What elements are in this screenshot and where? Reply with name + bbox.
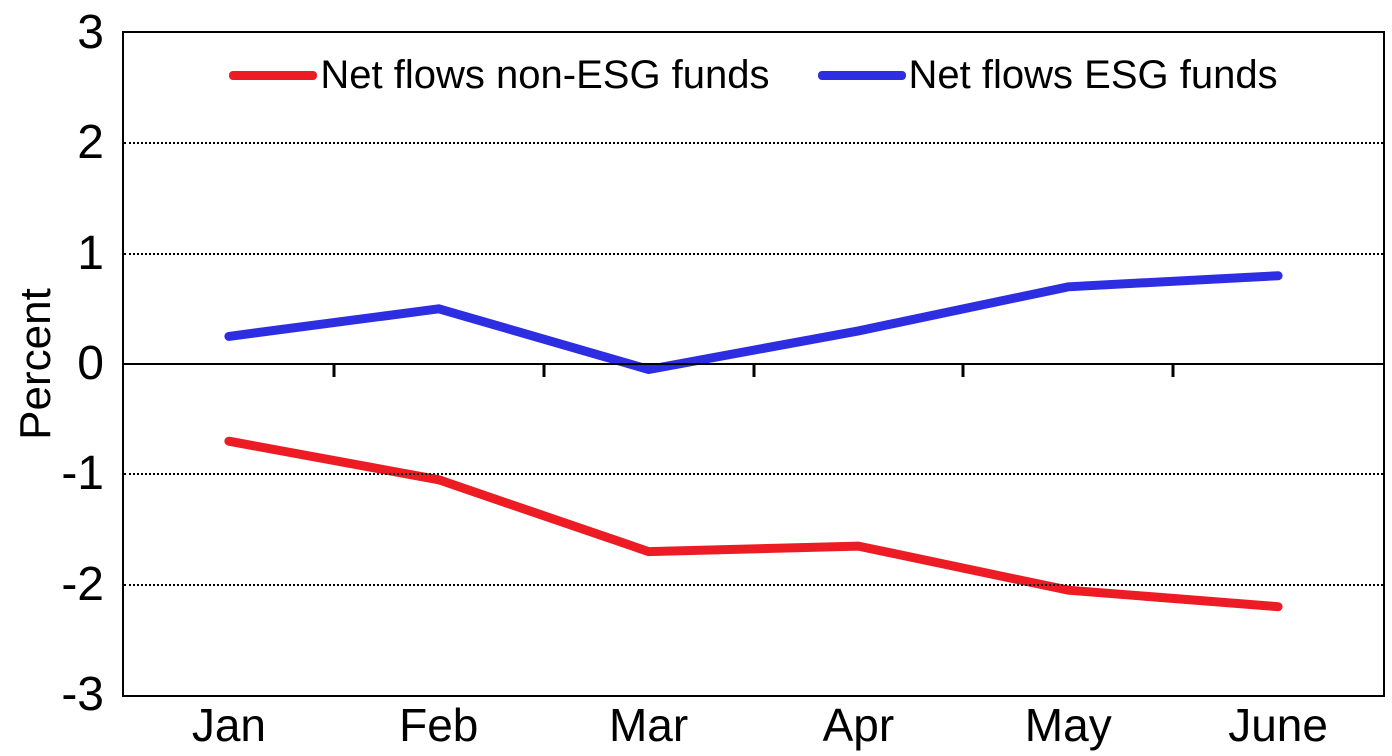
gridline xyxy=(124,583,1383,586)
series-line-1 xyxy=(224,271,1283,375)
legend-line-swatch xyxy=(229,70,318,80)
gridline xyxy=(124,252,1383,255)
x-tick-label: June xyxy=(1228,699,1328,751)
y-axis-tick-labels: 3 2 1 0 -1 -2 -3 xyxy=(0,9,104,719)
x-tick-label: Feb xyxy=(399,699,479,751)
y-tick-label: 1 xyxy=(77,226,104,280)
legend-label: Net flows ESG funds xyxy=(908,53,1278,97)
x-tick-label: Mar xyxy=(608,699,689,751)
x-axis-tick xyxy=(752,364,755,377)
y-tick-label: 2 xyxy=(77,116,104,170)
legend-line-swatch xyxy=(817,70,906,80)
x-tick-label: May xyxy=(1024,699,1112,751)
x-axis-tick xyxy=(542,364,546,377)
gridline xyxy=(124,473,1383,476)
legend-label: Net flows non-ESG funds xyxy=(320,53,770,97)
y-tick-label: -1 xyxy=(61,447,104,501)
y-tick-label: 3 xyxy=(77,6,104,59)
legend-item: Net flows non-ESG funds xyxy=(229,53,770,97)
x-axis-tick xyxy=(332,364,336,377)
x-axis-tick xyxy=(961,364,965,377)
x-axis-tick xyxy=(1171,364,1175,377)
series-line-0 xyxy=(224,436,1283,612)
y-tick-label: 0 xyxy=(77,337,104,390)
y-tick-label: -2 xyxy=(61,557,104,611)
legend: Net flows non-ESG funds Net flows ESG fun… xyxy=(124,53,1383,97)
x-axis-tick-labels: Jan Feb Mar Apr May June xyxy=(124,702,1383,754)
plot-area: Net flows non-ESG funds Net flows ESG fun… xyxy=(122,31,1385,697)
gridline xyxy=(124,142,1383,145)
x-tick-label: Apr xyxy=(822,699,895,751)
legend-item: Net flows ESG funds xyxy=(817,53,1278,97)
y-tick-label: -3 xyxy=(61,668,104,721)
x-tick-label: Jan xyxy=(191,699,266,751)
